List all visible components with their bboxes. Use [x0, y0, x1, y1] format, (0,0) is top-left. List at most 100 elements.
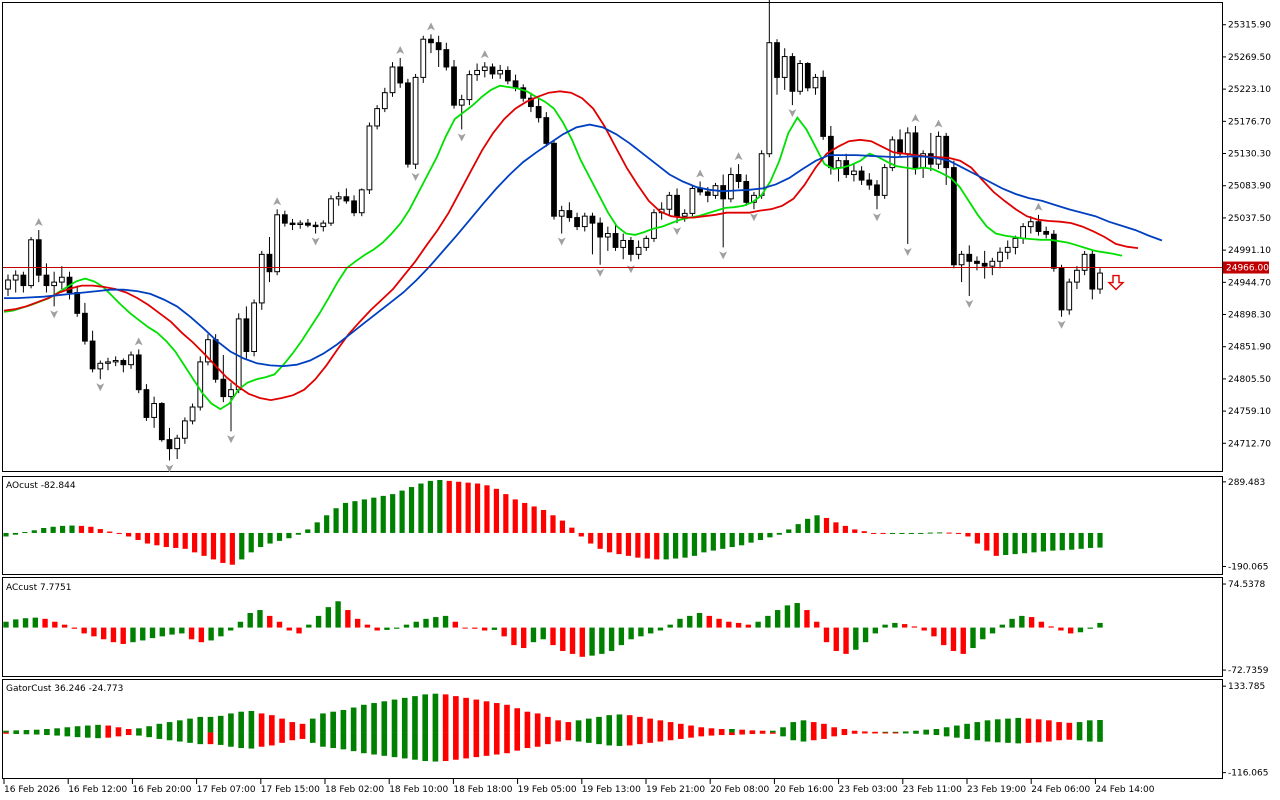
fractal-down-icon [411, 172, 420, 181]
candle-body [820, 76, 827, 137]
candle-body [74, 292, 81, 314]
fractal-down-icon [457, 133, 466, 142]
histogram-bar [237, 621, 244, 628]
gator-lower-bar [442, 732, 449, 762]
histogram-bar [384, 627, 390, 630]
histogram-bar [41, 528, 47, 533]
histogram-bar [31, 530, 37, 533]
candle-body [858, 170, 865, 181]
gator-upper-bar [606, 715, 613, 733]
histogram-bar [286, 532, 292, 539]
gator-lower-bar [3, 732, 9, 734]
fractal-down-icon [903, 247, 912, 256]
candle-body [174, 437, 181, 450]
candle-body [935, 135, 942, 165]
fractal-down-icon [1057, 320, 1066, 329]
gator-panel[interactable]: GatorCust 36.246 -24.773 133.785 -116.065 [2, 679, 1269, 779]
fractal-down-icon [749, 213, 758, 222]
gator-lower-bar [493, 732, 500, 755]
gator-lower-bar [401, 732, 408, 759]
fractal-down-icon [96, 383, 105, 392]
histogram-bar [974, 532, 980, 544]
histogram-bar [911, 626, 918, 628]
histogram-bar [276, 532, 283, 541]
histogram-bar [882, 624, 888, 628]
gator-lower-bar [1056, 732, 1062, 741]
histogram-bar [403, 624, 410, 628]
candle-body [281, 214, 288, 224]
price-panel[interactable]: 25315.90 25269.50 25223.10 25176.70 25130.30… [2, 0, 1272, 473]
candle-body [58, 276, 65, 283]
histogram-bar [361, 499, 367, 533]
ac-panel-frame [2, 577, 1223, 677]
histogram-bar [1048, 626, 1054, 628]
gator-lower-bar [892, 732, 899, 734]
price-tick-label: 25269.50 [1228, 53, 1271, 63]
candle-body [1081, 253, 1088, 271]
time-tick-label: 20 Feb 16:00 [774, 785, 833, 795]
gator-upper-bar [882, 731, 889, 733]
candle-body [258, 253, 265, 304]
candle-body [97, 362, 104, 370]
histogram-bar [748, 532, 754, 543]
candle-body [727, 174, 734, 200]
gator-upper-bar [923, 729, 929, 733]
gator-lower-bar [902, 732, 909, 734]
fractal-down-icon [50, 310, 59, 319]
histogram-bar [305, 529, 311, 533]
ao-panel[interactable]: AOcust -82.844 289.483 -190.065 [2, 476, 1269, 575]
candle-body [881, 167, 888, 196]
histogram-bar [140, 627, 146, 641]
gator-upper-bar [453, 696, 459, 733]
candle-body [574, 217, 580, 228]
histogram-bar [390, 494, 396, 533]
gator-upper-bar [44, 729, 50, 733]
candle-body [720, 185, 727, 200]
gator-lower-bar [606, 732, 613, 746]
gator-lower-bar [923, 732, 929, 735]
candle-body [158, 403, 165, 441]
candle-body [489, 66, 496, 75]
ma-line-0 [3, 84, 1123, 411]
gator-lower-bar [309, 732, 316, 743]
gator-lower-bar [821, 732, 827, 739]
gator-upper-bar [299, 723, 306, 733]
gator-lower-bar [749, 732, 756, 735]
histogram-bar [69, 525, 75, 533]
ac-panel[interactable]: ACcust 7.7751 74.5378 -72.7359 [2, 577, 1269, 677]
histogram-bar [628, 627, 634, 640]
candle-body [912, 132, 919, 169]
time-tick-label: 16 Feb 2026 [4, 785, 60, 795]
candle-body [543, 117, 550, 144]
histogram-bar [335, 601, 341, 628]
histogram-bar [814, 621, 820, 628]
gator-lower-bar [330, 732, 336, 749]
histogram-bar [804, 610, 810, 628]
gator-lower-bar [207, 732, 214, 745]
gator-lower-bar [33, 732, 40, 735]
gator-upper-bar [54, 728, 60, 733]
candle-body [89, 340, 96, 370]
gator-lower-bar [984, 732, 991, 742]
histogram-bar [774, 610, 781, 628]
histogram-bar [931, 627, 937, 637]
price-tick-label: 25223.10 [1228, 85, 1271, 95]
histogram-bar [569, 627, 576, 654]
candle-body [851, 170, 857, 176]
histogram-bar [960, 627, 966, 654]
price-axis: 25315.90 25269.50 25223.10 25176.70 25130.30… [1222, 21, 1271, 449]
histogram-bar [625, 532, 632, 556]
histogram-bar [589, 627, 595, 656]
gator-lower-bar [269, 732, 275, 746]
gator-upper-bar [493, 703, 500, 733]
histogram-bar [220, 532, 226, 563]
histogram-bar [229, 532, 235, 565]
candle-body [212, 339, 219, 380]
fractal-down-icon [872, 213, 881, 222]
gator-lower-bar [197, 732, 204, 745]
histogram-bar [286, 627, 292, 631]
histogram-bar [871, 532, 877, 534]
gator-lower-bar [136, 732, 142, 736]
candle-body [874, 184, 880, 196]
